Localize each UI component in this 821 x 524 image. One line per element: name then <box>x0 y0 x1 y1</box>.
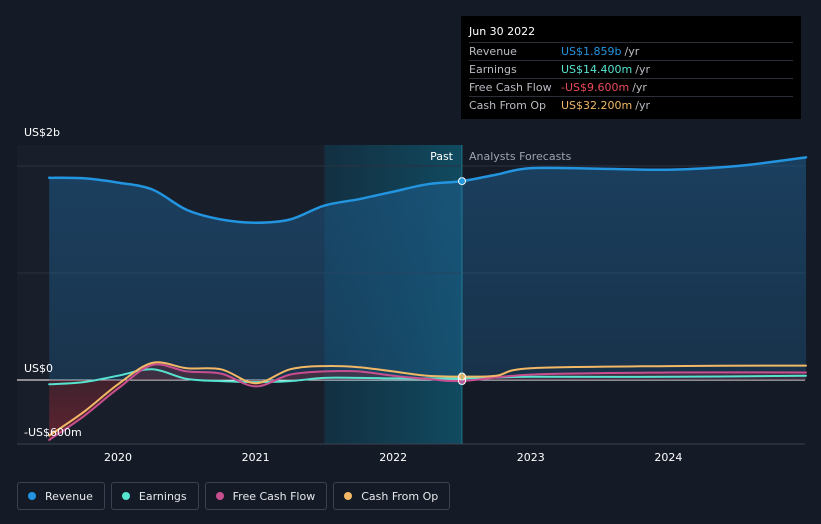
tooltip-unit: /yr <box>624 45 640 58</box>
x-tick-label: 2021 <box>242 451 270 464</box>
y-tick-label: -US$600m <box>24 426 82 439</box>
tooltip-label: Earnings <box>469 63 517 76</box>
tooltip-unit: /yr <box>635 99 650 112</box>
past-label: Past <box>430 150 454 163</box>
legend-item-earnings[interactable]: Earnings <box>110 482 199 510</box>
tooltip-row-cfo: Cash From Op US$32.200m /yr <box>469 96 793 114</box>
revenue-area <box>49 157 806 380</box>
legend-label: Earnings <box>138 489 187 503</box>
x-tick-label: 2022 <box>379 451 407 464</box>
legend-item-free-cash-flow[interactable]: Free Cash Flow <box>204 482 328 510</box>
tooltip-label: Free Cash Flow <box>469 81 552 94</box>
x-tick-label: 2024 <box>654 451 682 464</box>
tooltip-unit: /yr <box>632 81 647 94</box>
tooltip-label: Cash From Op <box>469 99 547 112</box>
tooltip-date: Jun 30 2022 <box>469 25 536 38</box>
legend-dot-icon <box>28 492 36 500</box>
tooltip-value: -US$9.600m <box>561 81 630 94</box>
legend-label: Revenue <box>45 489 93 503</box>
legend-dot-icon <box>121 492 130 500</box>
tooltip-label: Revenue <box>469 45 517 58</box>
tooltip-row-revenue: Revenue US$1.859b /yr <box>469 42 793 60</box>
legend: Revenue Earnings Free Cash Flow Cash Fro… <box>17 482 451 510</box>
legend-dot-icon <box>215 492 224 500</box>
y-tick-label: US$0 <box>24 362 53 375</box>
series-line-revenue <box>47 156 808 224</box>
legend-dot-icon <box>344 492 353 500</box>
tooltip-value: US$32.200m <box>561 99 633 112</box>
legend-label: Cash From Op <box>361 489 439 503</box>
tooltip-value: US$1.859b <box>561 45 622 58</box>
series-line-cash-from-op <box>48 361 807 437</box>
x-tick-label: 2023 <box>517 451 545 464</box>
tooltip-unit: /yr <box>635 63 650 76</box>
tooltip: Jun 30 2022 Revenue US$1.859b /yr Earnin… <box>461 16 801 119</box>
series-line-free-cash-flow <box>48 363 807 441</box>
tooltip-row-fcf: Free Cash Flow -US$9.600m /yr <box>469 78 793 96</box>
legend-item-cash-from-op[interactable]: Cash From Op <box>333 482 451 510</box>
tooltip-row-earnings: Earnings US$14.400m /yr <box>469 60 793 78</box>
x-tick-label: 2020 <box>104 451 132 464</box>
y-tick-label: US$2b <box>24 126 60 139</box>
forecast-label: Analysts Forecasts <box>469 150 572 163</box>
legend-item-revenue[interactable]: Revenue <box>17 482 105 510</box>
tooltip-value: US$14.400m <box>561 63 633 76</box>
legend-label: Free Cash Flow <box>232 489 316 503</box>
